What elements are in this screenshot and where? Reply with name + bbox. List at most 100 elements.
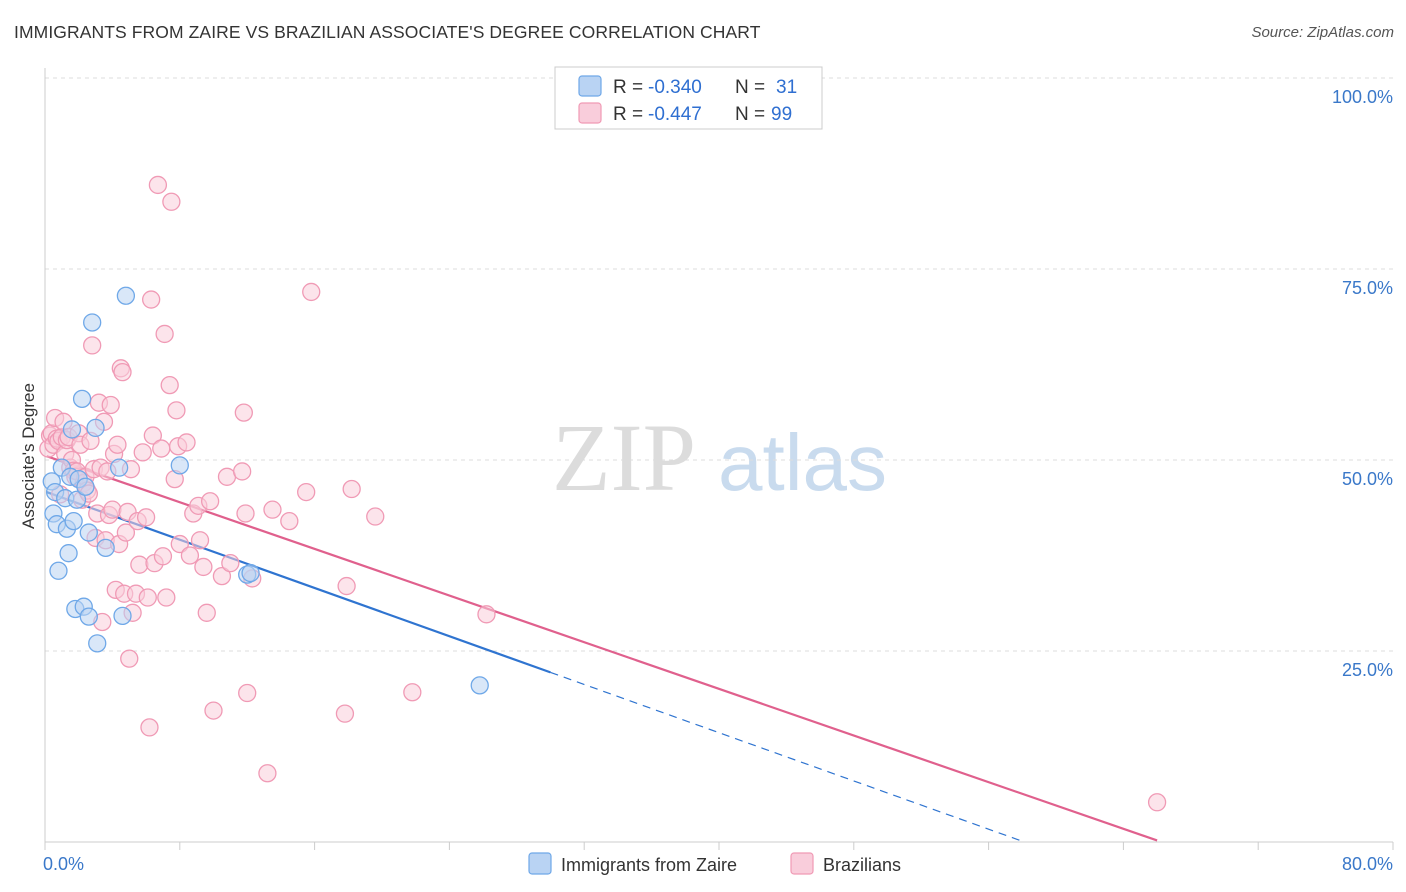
point-zaire xyxy=(170,456,189,475)
point-brazilians xyxy=(197,603,216,622)
point-brazilians xyxy=(103,500,122,519)
point-zaire xyxy=(83,313,102,332)
point-zaire xyxy=(109,458,129,477)
series-legend-swatch-brazilians xyxy=(790,852,814,875)
point-brazilians xyxy=(155,324,174,344)
point-brazilians xyxy=(170,534,189,554)
point-brazilians xyxy=(143,426,162,445)
point-brazilians xyxy=(157,588,176,607)
legend-r-value-brazilians: -0.447 xyxy=(648,104,702,125)
point-zaire xyxy=(67,490,87,509)
point-brazilians xyxy=(280,511,299,531)
point-brazilians xyxy=(258,764,277,783)
point-brazilians xyxy=(342,479,361,499)
point-zaire xyxy=(86,418,105,438)
point-brazilians xyxy=(116,523,136,542)
point-brazilians xyxy=(335,704,355,723)
legend-swatch-zaire xyxy=(578,75,602,97)
chart-title: IMMIGRANTS FROM ZAIRE VS BRAZILIAN ASSOC… xyxy=(14,22,761,42)
point-brazilians xyxy=(194,557,213,577)
point-brazilians xyxy=(200,492,220,511)
point-brazilians xyxy=(167,401,186,420)
watermark-zip: ZIP xyxy=(552,404,696,511)
point-brazilians xyxy=(136,508,156,527)
point-zaire xyxy=(470,676,489,695)
point-brazilians xyxy=(477,605,496,624)
point-brazilians xyxy=(403,683,422,702)
point-brazilians xyxy=(366,507,385,526)
point-zaire xyxy=(96,538,115,558)
point-brazilians xyxy=(177,433,196,452)
point-zaire xyxy=(113,606,132,626)
legend-r-value-zaire: -0.340 xyxy=(648,77,702,98)
x-tick-label-left: 0.0% xyxy=(43,854,84,874)
y-tick-label-25: 25.0% xyxy=(1342,660,1393,680)
legend-n-label-zaire: N = xyxy=(735,77,765,98)
legend-swatch-brazilians xyxy=(578,102,602,124)
y-tick-labels: 100.0% 75.0% 50.0% 25.0% xyxy=(1332,87,1393,680)
trend-line-extension-zaire xyxy=(550,671,1023,842)
point-zaire xyxy=(241,563,260,583)
point-brazilians xyxy=(83,336,102,355)
point-brazilians xyxy=(120,649,139,668)
watermark-atlas: atlas xyxy=(718,418,887,507)
point-zaire xyxy=(116,286,136,305)
y-tick-label-100: 100.0% xyxy=(1332,87,1393,107)
x-tick-label-right: 80.0% xyxy=(1342,854,1393,874)
point-zaire xyxy=(49,561,68,580)
y-tick-label-75: 75.0% xyxy=(1342,278,1393,298)
point-zaire xyxy=(79,523,98,542)
point-zaire xyxy=(59,544,78,563)
point-brazilians xyxy=(302,282,321,302)
legend-r-label-zaire: R = xyxy=(613,77,643,98)
point-zaire xyxy=(79,607,98,626)
point-brazilians xyxy=(238,683,257,703)
series-legend-swatch-zaire xyxy=(528,852,552,875)
point-zaire xyxy=(72,389,92,409)
trend-lines xyxy=(46,455,1158,842)
legend-n-label-brazilians: N = xyxy=(735,104,765,125)
point-brazilians xyxy=(113,362,132,382)
point-brazilians xyxy=(101,395,120,415)
point-brazilians xyxy=(217,467,237,486)
series-legend: Immigrants from Zaire Brazilians xyxy=(528,852,901,875)
point-zaire xyxy=(64,511,83,531)
point-brazilians xyxy=(153,547,173,566)
point-brazilians xyxy=(236,504,255,523)
point-brazilians xyxy=(138,588,157,607)
point-brazilians xyxy=(108,435,127,454)
stats-legend: R = -0.340 N = 31 R = -0.447 N = 99 xyxy=(554,66,823,130)
point-brazilians xyxy=(130,555,149,574)
series-legend-label-zaire: Immigrants from Zaire xyxy=(561,855,737,875)
point-brazilians xyxy=(142,290,161,309)
point-brazilians xyxy=(160,375,179,395)
series-legend-label-brazilians: Brazilians xyxy=(823,855,901,875)
point-brazilians xyxy=(204,701,223,720)
point-zaire xyxy=(76,477,95,496)
point-brazilians xyxy=(232,462,252,481)
point-brazilians xyxy=(133,443,152,462)
point-zaire xyxy=(62,420,82,439)
legend-n-value-brazilians: 99 xyxy=(771,104,792,125)
point-brazilians xyxy=(337,576,356,596)
point-brazilians xyxy=(148,175,168,195)
data-points xyxy=(39,175,1167,812)
point-brazilians xyxy=(212,566,232,586)
trend-line-brazilians xyxy=(46,455,1158,842)
y-axis-label: Associate's Degree xyxy=(19,383,38,529)
legend-n-value-zaire: 31 xyxy=(776,77,797,98)
point-brazilians xyxy=(234,403,253,422)
source-credit: Source: ZipAtlas.com xyxy=(1251,24,1394,41)
point-brazilians xyxy=(152,439,171,458)
legend-r-label-brazilians: R = xyxy=(613,104,643,125)
point-brazilians xyxy=(180,546,200,565)
point-brazilians xyxy=(263,500,282,519)
point-brazilians xyxy=(190,531,210,550)
y-tick-label-50: 50.0% xyxy=(1342,469,1393,489)
point-brazilians xyxy=(162,192,181,211)
point-zaire xyxy=(88,634,107,653)
point-brazilians xyxy=(297,482,316,502)
point-brazilians xyxy=(1147,793,1167,812)
point-brazilians xyxy=(221,553,240,573)
